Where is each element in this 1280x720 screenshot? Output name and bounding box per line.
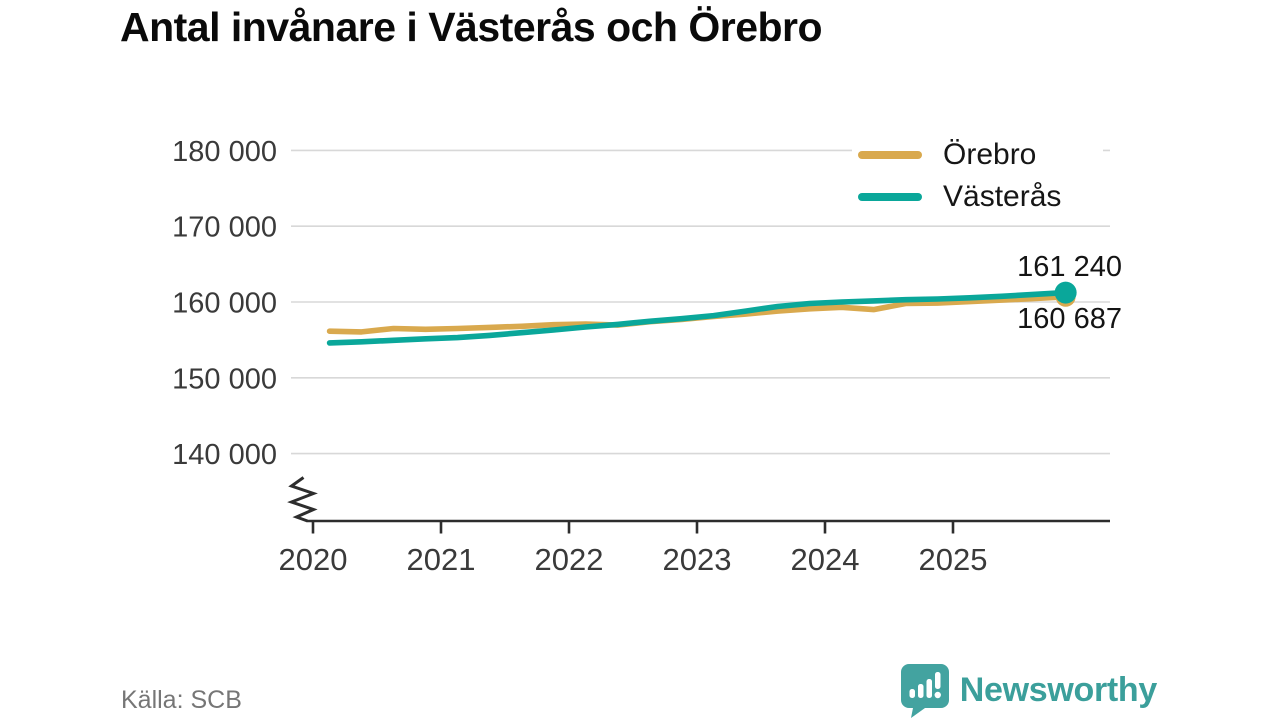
chart-title: Antal invånare i Västerås och Örebro	[120, 4, 823, 50]
y-tick-label: 160 000	[172, 288, 277, 320]
newsworthy-logo-icon	[900, 664, 949, 718]
legend-item-orebro: Örebro	[858, 140, 1103, 170]
exclamation-dot	[934, 691, 941, 699]
legend-swatch-vasteras	[858, 193, 922, 201]
x-tick-label: 2020	[279, 542, 348, 577]
series-line-vasteras	[326, 289, 1069, 346]
end-value-label-vasteras: 161 240	[1017, 251, 1122, 283]
x-tick-label: 2023	[663, 542, 732, 577]
legend-item-vasteras: Västerås	[858, 182, 1103, 212]
legend-swatch-orebro	[858, 151, 922, 159]
legend-label-vasteras: Västerås	[943, 180, 1062, 213]
y-tick-label: 170 000	[172, 212, 277, 244]
x-tick-label: 2021	[407, 542, 476, 577]
exclamation-bar	[934, 672, 941, 689]
end-value-label-orebro: 160 687	[1017, 303, 1122, 335]
y-tick-label: 180 000	[172, 136, 277, 168]
y-tick-label: 150 000	[172, 363, 277, 395]
x-tick-label: 2025	[919, 542, 988, 577]
legend-label-orebro: Örebro	[943, 138, 1037, 171]
legend: Örebro Västerås	[852, 132, 1103, 220]
x-tick-label: 2022	[535, 542, 604, 577]
source-note: Källa: SCB	[121, 686, 242, 714]
x-tick-label: 2024	[791, 542, 860, 577]
axis-break-zigzag	[287, 476, 318, 523]
bar-1	[909, 689, 915, 698]
series-end-dot-vasteras	[1054, 281, 1077, 304]
bar-2	[917, 684, 924, 698]
bar-3	[926, 679, 932, 698]
newsworthy-wordmark: Newsworthy	[959, 671, 1158, 709]
speech-bubble-shape	[900, 664, 949, 718]
newsworthy-branding: Newsworthy	[897, 662, 1157, 718]
y-tick-label: 140 000	[172, 439, 277, 471]
